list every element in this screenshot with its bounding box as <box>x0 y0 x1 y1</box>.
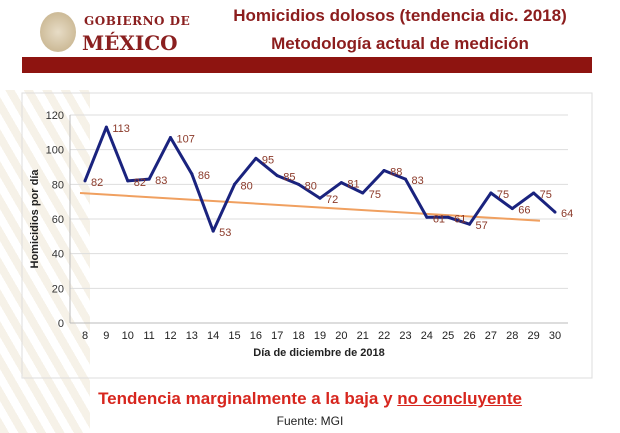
conclusion-part1: Tendencia marginalmente a la baja y <box>98 389 398 408</box>
x-tick-label: 16 <box>250 330 262 342</box>
x-tick-label: 14 <box>207 330 219 342</box>
data-label: 85 <box>283 172 295 184</box>
data-point <box>233 182 237 186</box>
data-point <box>126 179 130 183</box>
data-label: 57 <box>476 220 488 232</box>
data-point <box>83 179 87 183</box>
data-label: 113 <box>112 123 130 135</box>
data-label: 61 <box>433 213 445 225</box>
trend-line <box>79 192 541 222</box>
x-tick-label: 8 <box>82 330 88 342</box>
data-point <box>403 177 407 181</box>
data-label: 88 <box>390 166 402 178</box>
x-tick-label: 28 <box>506 330 518 342</box>
y-tick-label: 20 <box>52 283 64 295</box>
y-tick-label: 60 <box>52 214 64 226</box>
data-point <box>425 215 429 219</box>
data-label: 75 <box>369 189 381 201</box>
x-tick-label: 29 <box>528 330 540 342</box>
data-label: 81 <box>347 179 359 191</box>
data-label: 83 <box>411 175 423 187</box>
y-tick-label: 100 <box>46 145 64 157</box>
data-label: 82 <box>134 177 146 189</box>
data-label: 80 <box>241 180 253 192</box>
gobierno-logo: GOBIERNO DE MÉXICO <box>40 12 190 56</box>
slide-title: Homicidios dolosos (tendencia dic. 2018) <box>233 6 567 25</box>
data-label: 61 <box>454 213 466 225</box>
x-tick-label: 24 <box>421 330 433 342</box>
data-point <box>510 207 514 211</box>
y-tick-label: 40 <box>52 249 64 261</box>
data-label: 72 <box>326 194 338 206</box>
data-label: 75 <box>540 189 552 201</box>
x-axis-title: Día de diciembre de 2018 <box>253 347 384 359</box>
data-point <box>297 182 301 186</box>
x-tick-label: 11 <box>143 330 154 342</box>
source-text: Fuente: MGI <box>276 414 344 428</box>
data-label: 95 <box>262 154 274 166</box>
data-point <box>553 210 557 214</box>
conclusion-text: Tendencia marginalmente a la baja y no c… <box>0 389 620 409</box>
x-tick-label: 22 <box>378 330 390 342</box>
data-point <box>104 125 108 129</box>
x-tick-label: 30 <box>549 330 561 342</box>
data-label: 82 <box>91 177 103 189</box>
x-tick-label: 12 <box>164 330 176 342</box>
data-label: 80 <box>305 180 317 192</box>
data-label: 66 <box>518 205 530 217</box>
y-tick-label: 0 <box>58 318 64 330</box>
data-point <box>190 172 194 176</box>
data-point <box>446 215 450 219</box>
conclusion-part2: no concluyente <box>397 389 522 408</box>
x-tick-label: 17 <box>271 330 283 342</box>
seal-icon <box>40 12 76 52</box>
x-tick-label: 20 <box>335 330 347 342</box>
logo-line1: GOBIERNO DE <box>84 14 191 28</box>
x-tick-label: 10 <box>122 330 134 342</box>
data-label: 64 <box>561 208 573 220</box>
data-point <box>254 156 258 160</box>
data-point <box>275 174 279 178</box>
x-tick-label: 23 <box>399 330 411 342</box>
y-tick-label: 120 <box>46 110 64 122</box>
logo-line2: MÉXICO <box>82 31 178 55</box>
data-point <box>339 181 343 185</box>
chart-frame <box>21 92 593 379</box>
data-point <box>147 177 151 181</box>
data-point <box>361 191 365 195</box>
x-tick-label: 27 <box>485 330 497 342</box>
data-point <box>168 136 172 140</box>
data-point <box>489 191 493 195</box>
slide-subtitle: Metodología actual de medición <box>271 34 529 53</box>
data-point <box>532 191 536 195</box>
data-label: 107 <box>176 134 194 146</box>
x-tick-label: 19 <box>314 330 326 342</box>
data-point <box>468 222 472 226</box>
data-label: 83 <box>155 175 167 187</box>
x-tick-label: 15 <box>228 330 240 342</box>
data-point <box>318 196 322 200</box>
y-axis-title: Homicidios por día <box>29 169 41 269</box>
header-bar <box>22 57 592 73</box>
x-tick-label: 13 <box>186 330 198 342</box>
data-label: 75 <box>497 189 509 201</box>
data-point <box>382 168 386 172</box>
x-tick-label: 9 <box>103 330 109 342</box>
x-tick-label: 18 <box>293 330 305 342</box>
x-tick-label: 26 <box>463 330 475 342</box>
x-tick-label: 25 <box>442 330 454 342</box>
y-tick-label: 80 <box>52 179 64 191</box>
background-decoration <box>0 90 90 433</box>
data-point <box>211 229 215 233</box>
data-label: 86 <box>198 170 210 182</box>
data-label: 53 <box>219 227 231 239</box>
x-tick-label: 21 <box>357 330 369 342</box>
